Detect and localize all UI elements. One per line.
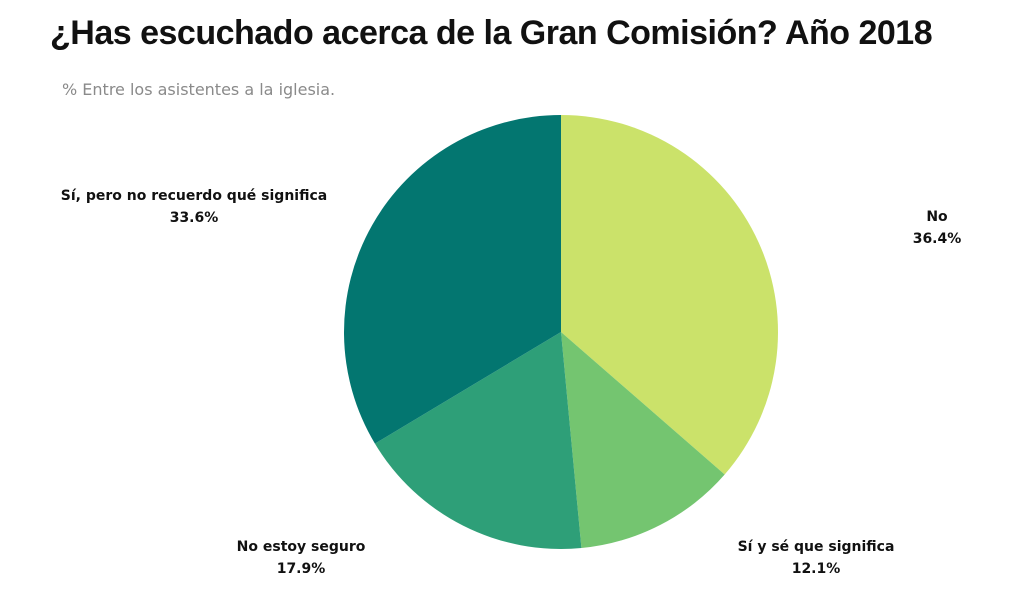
slice-value-1: 36.4%: [913, 231, 962, 247]
slice-label-4: Sí, pero no recuerdo qué significa: [61, 188, 327, 204]
slice-value-4: 33.6%: [170, 210, 219, 226]
slice-value-3: 17.9%: [277, 561, 326, 577]
pie-slice-3: [374, 332, 582, 550]
slice-value-2: 12.1%: [792, 561, 841, 577]
pie-slice-4: [344, 115, 561, 444]
pie-slice-1: [561, 115, 778, 475]
slice-label-1: No: [926, 209, 948, 225]
chart-title: ¿Has escuchado acerca de la Gran Comisió…: [50, 14, 933, 52]
pie-slice-2: [561, 332, 725, 549]
slice-label-3: No estoy seguro: [237, 539, 366, 555]
slice-label-2: Sí y sé que significa: [738, 539, 895, 555]
chart-subtitle: % Entre los asistentes a la iglesia.: [62, 80, 336, 99]
